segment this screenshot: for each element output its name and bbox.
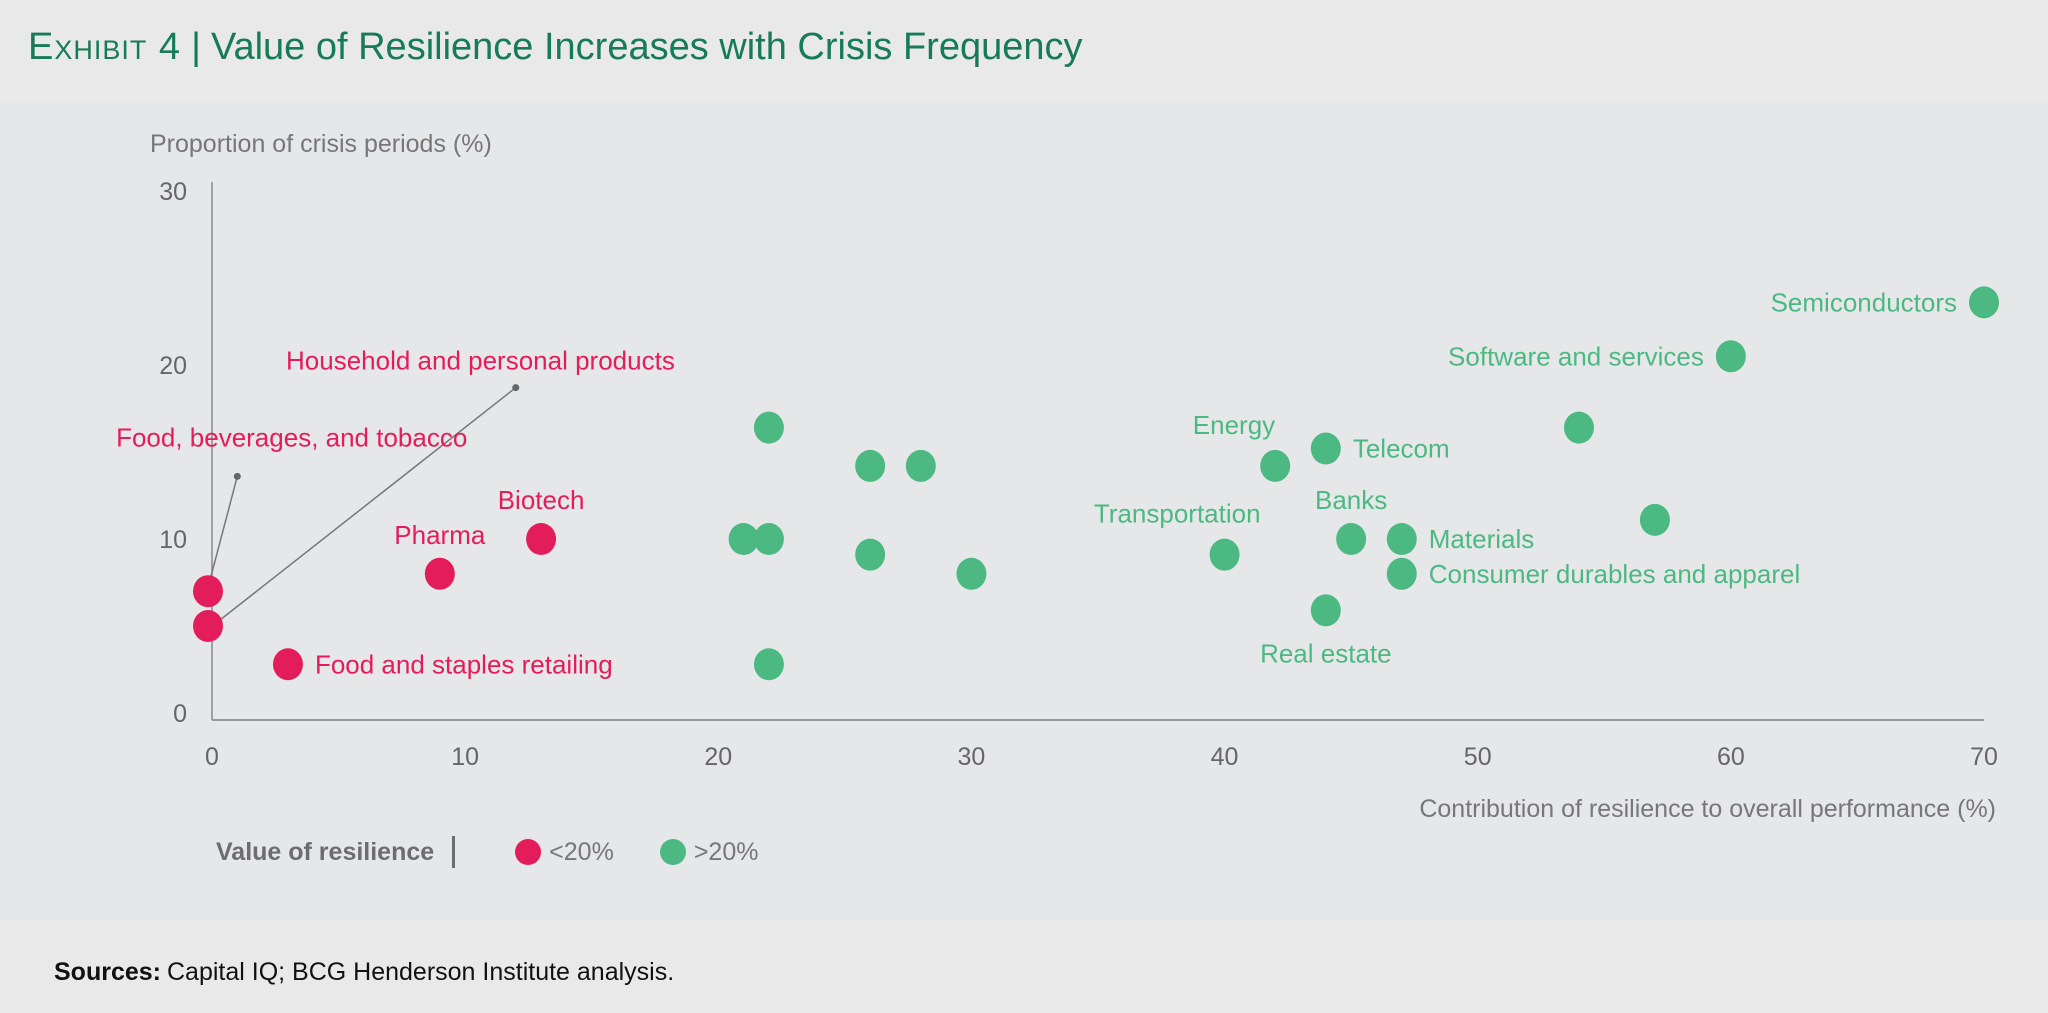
- point-label: Telecom: [1353, 434, 1450, 464]
- x-tick-label: 10: [451, 743, 479, 771]
- point-label: Consumer durables and apparel: [1429, 559, 1800, 589]
- data-point-consumer-durables-and-apparel: [1386, 557, 1417, 590]
- leader-line: [210, 476, 239, 577]
- legend-item-low: <20%: [515, 838, 614, 867]
- data-point: [855, 538, 886, 571]
- y-tick-label: 20: [159, 352, 187, 380]
- title-text: Value of Resilience Increases with Crisi…: [210, 26, 1083, 68]
- legend-dot-high-icon: [659, 839, 686, 865]
- legend-title: Value of resilience: [216, 837, 435, 866]
- legend-item-high: >20%: [659, 837, 759, 867]
- data-point: [753, 411, 784, 444]
- data-point-food-and-staples-retailing: [272, 648, 303, 681]
- legend-dot-low-icon: [515, 839, 542, 865]
- point-label: Banks: [1315, 485, 1387, 515]
- data-point-biotech: [526, 523, 557, 555]
- sources-text: Capital IQ; BCG Henderson Institute anal…: [166, 958, 675, 986]
- leader-dot: [233, 472, 241, 480]
- y-tick-label: 10: [159, 526, 187, 554]
- data-point: [728, 523, 759, 555]
- header-band: [0, 0, 2048, 102]
- legend-label-low: <20%: [549, 837, 614, 866]
- point-label: Semiconductors: [1771, 287, 1957, 317]
- data-point-real-estate: [1310, 594, 1341, 627]
- data-point: [855, 449, 886, 482]
- x-tick-label: 50: [1464, 743, 1492, 771]
- x-tick-label: 60: [1717, 743, 1745, 771]
- data-point-food-beverages-and-tobacco: [193, 575, 223, 608]
- point-label: Biotech: [498, 485, 585, 515]
- data-point: [1563, 411, 1594, 444]
- y-tick-label: 0: [173, 700, 187, 728]
- legend-label-high: >20%: [693, 837, 759, 866]
- point-label: Household and personal products: [286, 346, 675, 376]
- data-point-transportation: [1209, 538, 1240, 571]
- y-axis-label: Proportion of crisis periods (%): [150, 130, 492, 158]
- data-point-banks: [1336, 523, 1367, 555]
- point-label: Materials: [1429, 524, 1534, 554]
- data-point-pharma: [424, 557, 455, 590]
- data-point-telecom: [1310, 432, 1341, 465]
- y-tick-label: 30: [159, 178, 187, 206]
- x-tick-label: 70: [1970, 743, 1998, 771]
- x-tick-label: 0: [205, 743, 219, 771]
- point-label: Pharma: [394, 520, 486, 550]
- sources-note: Sources: Capital IQ; BCG Henderson Instit…: [54, 958, 674, 987]
- point-label: Food and staples retailing: [315, 649, 613, 679]
- data-point-materials: [1386, 523, 1417, 555]
- exhibit-title: Exhibit 4 | Value of Resilience Increases …: [28, 26, 1083, 69]
- x-tick-label: 20: [704, 743, 732, 771]
- data-point-energy: [1260, 449, 1291, 482]
- exhibit-number: Exhibit 4: [28, 26, 182, 68]
- sources-label: Sources:: [54, 958, 161, 986]
- data-point-semiconductors: [1969, 286, 1999, 319]
- title-separator: |: [191, 26, 201, 68]
- data-point: [1639, 503, 1670, 536]
- data-point: [753, 523, 784, 555]
- x-tick-label: 30: [958, 743, 986, 771]
- data-point: [956, 557, 987, 590]
- point-label: Transportation: [1094, 499, 1261, 529]
- data-point-software-and-services: [1715, 340, 1746, 373]
- leader-line: [219, 387, 517, 621]
- x-axis-label: Contribution of resilience to overall pe…: [1419, 795, 1996, 823]
- point-label: Food, beverages, and tobacco: [116, 422, 467, 452]
- point-label: Energy: [1193, 410, 1275, 440]
- leader-dot: [512, 384, 520, 392]
- legend: Value of resilience <20% >20%: [216, 836, 804, 868]
- footer-band: [0, 921, 2048, 1013]
- legend-divider: [452, 836, 456, 868]
- data-point: [905, 449, 936, 482]
- point-label: Real estate: [1260, 638, 1392, 668]
- data-point: [753, 648, 784, 681]
- data-point-household-and-personal-products: [193, 610, 223, 642]
- point-label: Software and services: [1448, 341, 1704, 371]
- x-tick-label: 40: [1211, 743, 1239, 771]
